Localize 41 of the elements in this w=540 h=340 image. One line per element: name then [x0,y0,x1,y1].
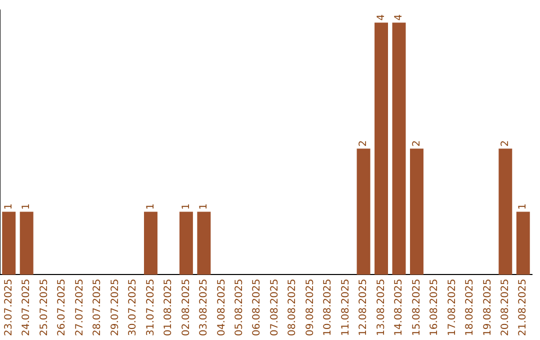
x-tick-label: 03.08.2025 [198,278,210,336]
x-tick-label: 18.08.2025 [464,278,476,336]
x-tick-label: 21.08.2025 [518,278,529,336]
data-label: 2 [500,140,511,147]
data-label: 1 [3,203,14,210]
x-tick-label: 15.08.2025 [411,278,422,336]
x-tick-label: 12.08.2025 [358,278,370,336]
x-tick-label: 25.07.2025 [38,278,50,336]
x-tick-label: 20.08.2025 [500,278,511,336]
data-label: 1 [180,203,192,210]
x-tick-label: 08.08.2025 [287,278,298,336]
x-tick-label: 19.08.2025 [482,278,494,336]
x-tick-label: 28.07.2025 [92,278,104,336]
x-tick-label: 17.08.2025 [446,278,458,336]
x-tick-label: 23.07.2025 [3,278,14,336]
x-tick-label: 05.08.2025 [234,278,245,336]
x-tick-label: 02.08.2025 [180,278,192,336]
data-label: 1 [198,203,210,210]
x-tick-label: 06.08.2025 [252,278,263,336]
x-tick-label: 10.08.2025 [322,278,334,336]
x-tick-label: 07.08.2025 [269,278,280,336]
data-label: 1 [518,203,529,210]
x-tick-label: 31.07.2025 [145,278,156,336]
data-label: 1 [21,203,32,210]
x-tick-label: 04.08.2025 [216,278,228,336]
data-label: 1 [145,203,156,210]
x-tick-label: 29.07.2025 [110,278,121,336]
x-tick-label: 27.07.2025 [74,278,86,336]
data-label: 2 [358,140,370,147]
x-tick-label: 09.08.2025 [304,278,316,336]
x-tick-label: 24.07.2025 [21,278,32,336]
x-tick-label: 13.08.2025 [376,278,387,336]
x-tick-label: 16.08.2025 [429,278,440,336]
x-tick-label: 26.07.2025 [56,278,68,336]
x-tick-label: 11.08.2025 [340,278,352,336]
x-tick-label: 30.07.2025 [128,278,139,336]
x-tick-label: 01.08.2025 [163,278,174,336]
x-tick-label: 14.08.2025 [394,278,405,336]
data-label: 4 [376,14,387,21]
data-label: 2 [411,140,422,147]
data-label: 4 [394,14,405,21]
